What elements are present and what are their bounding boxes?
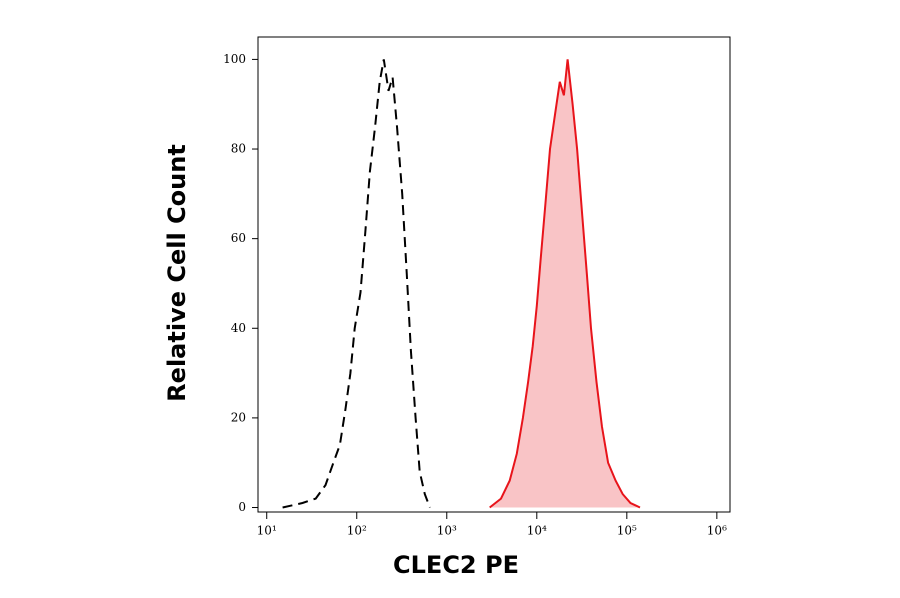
x-tick-label: 10² <box>347 524 367 538</box>
y-tick-label: 40 <box>231 321 246 335</box>
x-tick-label: 10⁵ <box>617 524 637 538</box>
y-axis-label: Relative Cell Count <box>163 144 191 402</box>
y-tick-label: 60 <box>231 231 246 245</box>
x-tick-label: 10⁴ <box>527 524 547 538</box>
x-axis-label: CLEC2 PE <box>393 551 519 579</box>
y-tick-label: 100 <box>223 52 246 66</box>
x-tick-label: 10¹ <box>257 524 277 538</box>
area <box>489 59 640 508</box>
x-tick-label: 10⁶ <box>707 524 727 538</box>
y-tick-label: 80 <box>231 142 246 156</box>
plot-frame <box>257 36 731 513</box>
x-tick-label: 10³ <box>437 524 457 538</box>
histogram-line <box>489 59 641 509</box>
y-tick-label: 20 <box>231 410 246 424</box>
histogram-line <box>282 59 431 509</box>
y-tick-label: 0 <box>238 500 246 514</box>
